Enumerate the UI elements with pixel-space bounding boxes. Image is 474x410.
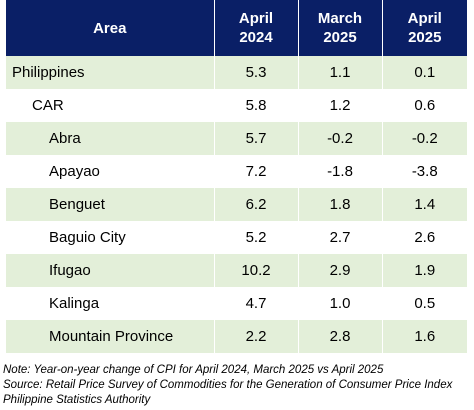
value-cell: 1.2 — [298, 89, 383, 122]
value-cell: -0.2 — [382, 122, 467, 155]
area-cell: Apayao — [6, 155, 215, 188]
value-cell: -1.8 — [298, 155, 383, 188]
value-cell: 5.3 — [214, 56, 299, 89]
value-cell: 2.6 — [382, 221, 467, 254]
table-row: Benguet 6.2 1.8 1.4 — [6, 188, 467, 221]
authority-text: Philippine Statistics Authority — [3, 394, 151, 406]
header-march-2025-line2: 2025 — [323, 29, 357, 46]
header-april-2025: April 2025 — [382, 0, 467, 56]
value-cell: 4.7 — [214, 287, 299, 320]
header-area-label: Area — [93, 19, 127, 37]
value-cell: 5.8 — [214, 89, 299, 122]
cpi-table: Area April 2024 March 2025 April 2025 Ph… — [6, 0, 467, 353]
value-cell: 2.7 — [298, 221, 383, 254]
area-cell: Benguet — [6, 188, 215, 221]
table-header-row: Area April 2024 March 2025 April 2025 — [6, 0, 467, 56]
value-cell: 5.2 — [214, 221, 299, 254]
value-cell: 0.1 — [382, 56, 467, 89]
header-april-2025-line2: 2025 — [408, 29, 442, 46]
value-cell: 2.2 — [214, 320, 299, 353]
cpi-table-container: Area April 2024 March 2025 April 2025 Ph… — [6, 0, 467, 353]
value-cell: 6.2 — [214, 188, 299, 221]
header-april-2024-line1: April — [238, 10, 274, 27]
value-cell: 1.1 — [298, 56, 383, 89]
table-row: CAR 5.8 1.2 0.6 — [6, 89, 467, 122]
value-cell: 10.2 — [214, 254, 299, 287]
value-cell: -0.2 — [298, 122, 383, 155]
table-row: Ifugao 10.2 2.9 1.9 — [6, 254, 467, 287]
area-cell: Kalinga — [6, 287, 215, 320]
value-cell: 1.4 — [382, 188, 467, 221]
table-body: Philippines 5.3 1.1 0.1 CAR 5.8 1.2 0.6 Abra 5.7-… — [6, 56, 467, 353]
table-row: Abra 5.7 -0.2 -0.2 — [6, 122, 467, 155]
header-april-2025-line1: April — [407, 10, 442, 27]
area-cell: Philippines — [6, 56, 215, 89]
table-row: Philippines 5.3 1.1 0.1 — [6, 56, 467, 89]
value-cell: -3.8 — [382, 155, 467, 188]
source-text: Source: Retail Price Survey of Commoditi… — [3, 379, 453, 391]
area-cell: CAR — [6, 89, 215, 122]
value-cell: 7.2 — [214, 155, 299, 188]
header-march-2025: March 2025 — [298, 0, 383, 56]
value-cell: 5.7 — [214, 122, 299, 155]
header-april-2024-line2: 2024 — [239, 29, 273, 46]
value-cell: 2.8 — [298, 320, 383, 353]
table-notes: Note: Year-on-year change of CPI for Apr… — [3, 363, 471, 408]
table-row: Mountain Province 2.2 2.8 1.6 — [6, 320, 467, 353]
area-cell: Abra — [6, 122, 215, 155]
value-cell: 0.6 — [382, 89, 467, 122]
table-row: Kalinga 4.7 1.0 0.5 — [6, 287, 467, 320]
note-text: Note: Year-on-year change of CPI for Apr… — [3, 364, 384, 376]
value-cell: 1.0 — [298, 287, 383, 320]
area-cell: Mountain Province — [6, 320, 215, 353]
value-cell: 1.6 — [382, 320, 467, 353]
value-cell: 2.9 — [298, 254, 383, 287]
value-cell: 1.9 — [382, 254, 467, 287]
value-cell: 0.5 — [382, 287, 467, 320]
table-row: Baguio City 5.2 2.7 2.6 — [6, 221, 467, 254]
area-cell: Baguio City — [6, 221, 215, 254]
header-march-2025-line1: March — [317, 10, 363, 27]
header-april-2024: April 2024 — [214, 0, 299, 56]
area-cell: Ifugao — [6, 254, 215, 287]
value-cell: 1.8 — [298, 188, 383, 221]
table-row: Apayao 7.2 -1.8 -3.8 — [6, 155, 467, 188]
header-area: Area — [6, 0, 215, 56]
